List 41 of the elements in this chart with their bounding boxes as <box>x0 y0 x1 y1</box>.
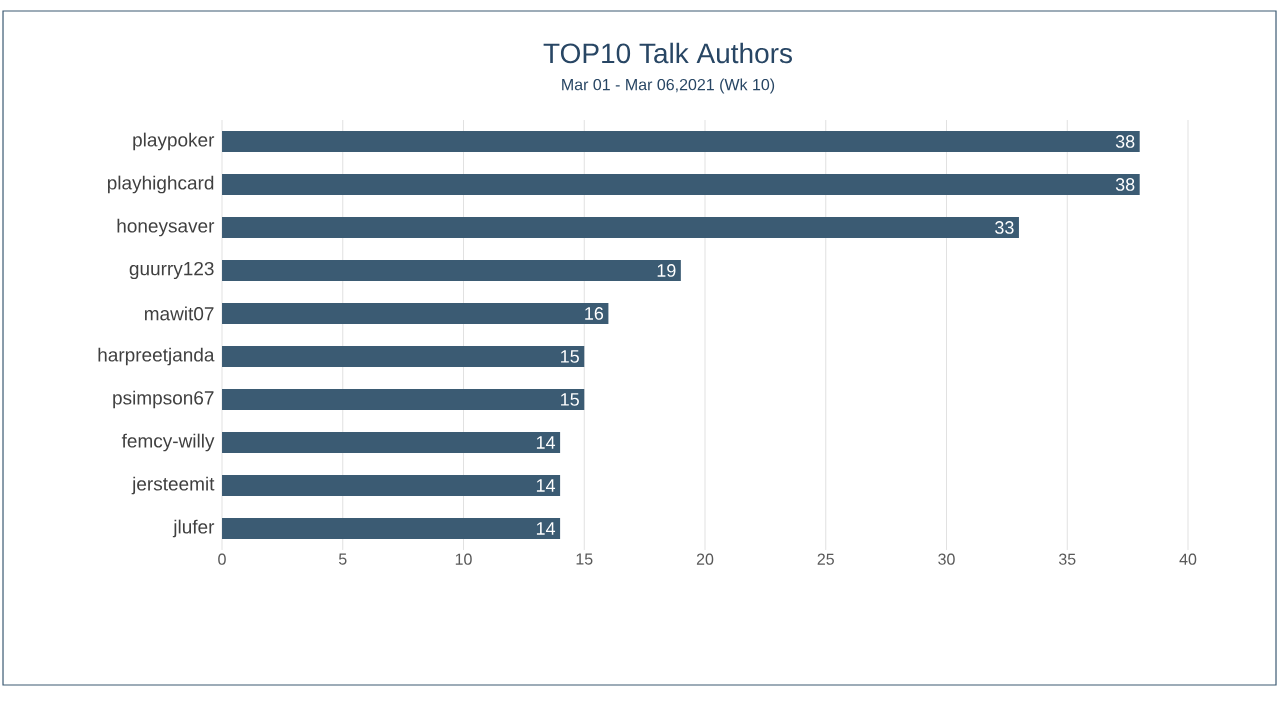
x-tick-label: 40 <box>1179 553 1197 565</box>
x-tick-label: 0 <box>218 553 226 565</box>
y-tick-label: guurry123 <box>129 261 214 280</box>
data-label: 14 <box>536 522 556 535</box>
bar <box>222 431 561 453</box>
bar <box>222 131 1140 152</box>
x-tick-label: 15 <box>576 553 593 565</box>
data-label: 38 <box>1115 135 1135 148</box>
data-label: 14 <box>536 436 556 449</box>
x-tick-label: 30 <box>938 553 955 565</box>
y-tick-label: jersteemit <box>131 476 215 495</box>
x-tick-label: 25 <box>817 553 834 565</box>
bar <box>222 260 681 281</box>
bar <box>222 174 1140 195</box>
y-tick-label: harpreetjanda <box>98 347 215 366</box>
bar <box>222 517 561 539</box>
data-label: 15 <box>561 393 579 406</box>
data-label: 15 <box>561 350 579 363</box>
bar <box>222 303 609 324</box>
y-tick-label: playpoker <box>133 132 215 151</box>
x-tick-label: 10 <box>455 553 472 565</box>
y-tick-label: mawit07 <box>144 306 214 321</box>
chart-subtitle: Mar 01 - Mar 06,2021 (Wk 10) <box>562 78 775 94</box>
x-tick-label: 35 <box>1058 553 1076 565</box>
bar <box>222 345 585 367</box>
y-tick-label: honeysaver <box>117 218 215 237</box>
data-label: 33 <box>995 221 1014 234</box>
bar <box>222 474 561 496</box>
data-label: 14 <box>536 479 556 492</box>
x-tick-label: 5 <box>338 553 347 565</box>
y-tick-label: psimpson67 <box>113 390 214 409</box>
data-label: 16 <box>585 307 604 320</box>
y-tick-label: femcy-willy <box>121 433 215 452</box>
bar <box>222 217 1019 238</box>
bar <box>222 388 585 410</box>
data-label: 19 <box>657 264 676 277</box>
chart-title: TOP10 Talk Authors <box>543 42 792 64</box>
y-tick-label: playhighcard <box>107 175 214 194</box>
data-label: 38 <box>1115 178 1135 191</box>
y-tick-label: jlufer <box>172 519 215 538</box>
x-tick-label: 20 <box>696 553 714 565</box>
